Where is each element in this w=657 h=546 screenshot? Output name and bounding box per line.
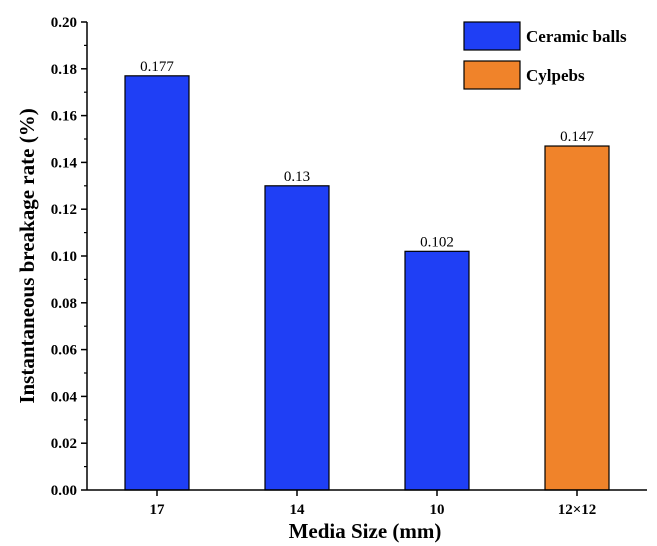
y-tick-label-1: 0.02 xyxy=(51,436,77,452)
x-tick-label-2: 10 xyxy=(430,502,445,518)
y-axis-title: Instantaneous breakage rate (%) xyxy=(15,108,39,403)
y-tick-label-2: 0.04 xyxy=(51,389,78,405)
axes-layer: 0.00 0.02 0.04 0.06 0.08 0.10 0.12 0.14 0.16 0.18… xyxy=(15,15,647,543)
y-tick-label-5: 0.10 xyxy=(51,249,77,265)
legend-label-0: Ceramic balls xyxy=(526,27,627,46)
data-label-0: 0.177 xyxy=(140,59,174,75)
y-tick-label-0: 0.00 xyxy=(51,483,77,499)
data-label-1: 0.13 xyxy=(284,169,310,185)
y-tick-label-7: 0.14 xyxy=(51,155,78,171)
legend-swatch-0 xyxy=(463,21,521,51)
y-tick-label-9: 0.18 xyxy=(51,62,77,78)
x-tick-label-0: 17 xyxy=(150,502,166,518)
y-tick-label-4: 0.08 xyxy=(51,296,77,312)
data-label-2: 0.102 xyxy=(420,234,454,250)
x-tick-label-1: 14 xyxy=(290,502,306,518)
y-tick-label-10: 0.20 xyxy=(51,15,77,31)
bar-0 xyxy=(124,75,190,491)
bar-2 xyxy=(404,250,470,491)
y-tick-label-6: 0.12 xyxy=(51,202,77,218)
x-axis-title: Media Size (mm) xyxy=(289,519,442,543)
bar-3 xyxy=(544,145,610,491)
x-tick-label-3: 12×12 xyxy=(558,502,597,518)
bars-layer xyxy=(124,75,610,491)
data-label-3: 0.147 xyxy=(560,129,594,145)
legend: Ceramic balls Cylpebs xyxy=(463,21,627,90)
legend-label-1: Cylpebs xyxy=(526,66,585,85)
labels-layer: 0.177 0.13 0.102 0.147 xyxy=(140,59,594,251)
y-tick-label-3: 0.06 xyxy=(51,343,78,359)
y-tick-label-8: 0.16 xyxy=(51,109,78,125)
bar-1 xyxy=(264,185,330,491)
legend-swatch-1 xyxy=(463,60,521,90)
